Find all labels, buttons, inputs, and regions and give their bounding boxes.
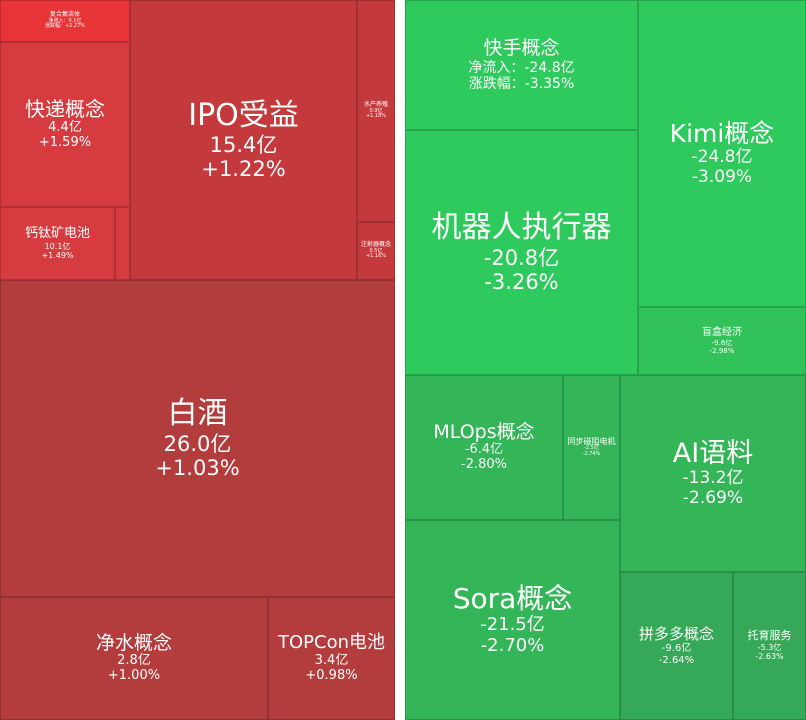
tile-change: +1.59% (38, 135, 92, 150)
tile-change: -2.74% (582, 451, 601, 458)
tile[interactable] (115, 207, 130, 280)
tile-name: Sora概念 (452, 582, 573, 616)
tile-net: 净流入：0.1亿 (48, 17, 82, 24)
tile[interactable]: 钙钛矿电池 10.1亿 +1.49% (0, 207, 115, 280)
tile-name: 复合集流体 (49, 10, 80, 18)
tile[interactable]: 注射器概念 0.5亿 +1.16% (357, 222, 395, 280)
tile-name: 白酒 (167, 396, 228, 432)
tile-change: -2.80% (461, 457, 507, 473)
tile-net: 净流入：-24.8亿 (468, 59, 575, 76)
tile-name: 盲盒经济 (702, 327, 742, 339)
tile-net: 0.9亿 (369, 107, 383, 114)
tile-name: 水产养殖 (363, 100, 388, 108)
tile-name: 钙钛矿电池 (24, 225, 90, 241)
tile[interactable]: 同步磁阻电机 -2.5亿 -2.74% (563, 375, 620, 520)
tile[interactable]: 机器人执行器 -20.8亿 -3.26% (405, 130, 638, 375)
tile-name: IPO受益 (188, 97, 299, 133)
tile[interactable]: Kimi概念 -24.8亿 -3.09% (638, 0, 806, 307)
tile-net: 0.5亿 (369, 247, 383, 254)
tile[interactable]: MLOps概念 -6.4亿 -2.80% (405, 375, 563, 520)
tile-change: 涨跌幅：+2.27% (44, 23, 86, 30)
tile[interactable]: 水产养殖 0.9亿 +1.18% (357, 0, 395, 222)
tile-change: +1.00% (107, 668, 161, 684)
tile[interactable]: TOPCon电池 3.4亿 +0.98% (268, 597, 395, 720)
tile-name: 快手概念 (483, 36, 560, 59)
tile[interactable]: 拼多多概念 -9.6亿 -2.64% (620, 572, 733, 720)
tile-net: 3.4亿 (314, 652, 349, 668)
tile-net: -6.4亿 (464, 442, 504, 458)
tile-name: 注射器概念 (360, 240, 391, 248)
tile-net: -21.5亿 (480, 614, 545, 636)
tile-change: +1.18% (365, 113, 387, 120)
tile-name: 快递概念 (25, 97, 105, 122)
tile-net: 15.4亿 (209, 133, 278, 158)
tile-net: -9.6亿 (661, 643, 692, 655)
tile[interactable]: IPO受益 15.4亿 +1.22% (130, 0, 357, 280)
tile[interactable]: 快手概念 净流入：-24.8亿 涨跌幅：-3.35% (405, 0, 638, 130)
tile-change: 涨跌幅：-3.35% (468, 75, 575, 92)
tile-net: -2.5亿 (584, 445, 599, 452)
tile-net: 4.4亿 (48, 120, 82, 136)
tile-change: -3.26% (484, 269, 559, 294)
tile[interactable]: AI语料 -13.2亿 -2.69% (620, 375, 806, 572)
tile-change: +1.16% (365, 253, 387, 260)
tile[interactable]: 净水概念 2.8亿 +1.00% (0, 597, 268, 720)
tile-change: -2.70% (480, 635, 545, 657)
tile[interactable]: Sora概念 -21.5亿 -2.70% (405, 520, 620, 720)
tile-net: 26.0亿 (163, 431, 232, 456)
tile-name: Kimi概念 (669, 118, 775, 148)
tile-net: -24.8亿 (691, 147, 753, 168)
tile-change: -3.09% (691, 166, 753, 187)
tile-net: 2.8亿 (117, 653, 151, 669)
tile-net: 10.1亿 (44, 241, 71, 251)
tile-change: -2.63% (755, 652, 784, 662)
tile-net: -20.8亿 (483, 245, 560, 270)
tile[interactable]: 白酒 26.0亿 +1.03% (0, 280, 395, 597)
tile[interactable]: 托育服务 -5.3亿 -2.63% (733, 572, 806, 720)
tile-name: TOPCon电池 (277, 632, 385, 654)
tile[interactable]: 快递概念 4.4亿 +1.59% (0, 42, 130, 207)
tile-name: AI语料 (672, 438, 754, 470)
tile-name: 机器人执行器 (431, 210, 612, 246)
tile[interactable]: 盲盒经济 -9.6亿 -2.98% (638, 307, 806, 375)
tile-change: +1.49% (41, 250, 74, 260)
tile-name: 拼多多概念 (638, 624, 714, 643)
tile-change: -2.69% (682, 488, 744, 509)
tile-name: 同步磁阻电机 (567, 437, 616, 447)
tile[interactable]: 复合集流体 净流入：0.1亿 涨跌幅：+2.27% (0, 0, 130, 42)
tile-change: +1.03% (155, 455, 240, 480)
tile-name: MLOps概念 (433, 420, 535, 443)
tile-change: +0.98% (305, 667, 358, 683)
tile-net: -13.2亿 (682, 468, 744, 489)
tile-net: -9.6亿 (711, 338, 733, 347)
tile-change: -2.64% (658, 654, 695, 666)
tile-net: -5.3亿 (757, 643, 782, 653)
tile-name: 净水概念 (95, 631, 172, 654)
tile-name: 托育服务 (747, 629, 792, 643)
tile-change: +1.22% (201, 157, 286, 182)
tile-change: -2.98% (709, 346, 735, 355)
